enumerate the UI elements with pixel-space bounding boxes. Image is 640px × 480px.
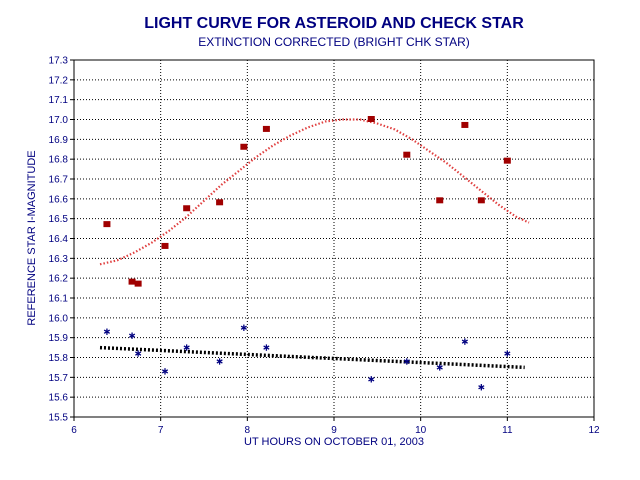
asteroid-point <box>436 197 444 204</box>
y-axis-label: REFERENCE STAR I-MAGNITUDE <box>26 150 38 325</box>
y-tick-label: 17.0 <box>49 115 69 126</box>
x-tick-label: 8 <box>245 425 251 436</box>
y-tick-label: 16.6 <box>49 194 69 205</box>
y-tick-label: 15.9 <box>49 333 69 344</box>
y-tick-label: 17.2 <box>49 75 69 86</box>
check-star-point <box>504 350 511 357</box>
data-marks <box>103 116 511 391</box>
y-tick-label: 16.1 <box>49 294 69 305</box>
y-axis-ticks: 15.5 15.6 15.7 15.8 15.9 16.0 16.1 16.2 16.3 16.4… <box>49 56 74 424</box>
y-tick-label: 15.8 <box>49 353 69 364</box>
y-tick-label: 16.2 <box>49 274 69 285</box>
y-tick-label: 15.5 <box>49 413 69 424</box>
asteroid-point <box>503 157 511 164</box>
check-star-point <box>216 358 223 365</box>
check-star-point <box>368 376 375 383</box>
y-tick-label: 17.3 <box>49 56 69 67</box>
check-star-point <box>128 332 136 339</box>
y-tick-label: 15.6 <box>49 393 69 404</box>
asteroid-point <box>103 221 111 228</box>
y-tick-label: 16.9 <box>49 135 69 146</box>
y-tick-label: 15.7 <box>49 373 69 384</box>
y-tick-label: 16.7 <box>49 175 69 186</box>
x-tick-label: 10 <box>415 425 427 436</box>
y-tick-label: 16.5 <box>49 214 69 225</box>
asteroid-point <box>367 116 375 122</box>
x-tick-label: 11 <box>502 425 513 436</box>
check-star-point <box>263 344 270 351</box>
asteroid-point <box>240 143 248 150</box>
check-star-point <box>161 368 169 375</box>
grid <box>73 59 595 418</box>
asteroid-point <box>161 242 169 249</box>
x-axis-ticks: 6 7 8 9 10 11 12 <box>71 417 600 436</box>
check-star-fit-line <box>99 345 525 370</box>
y-tick-label: 16.0 <box>49 313 69 324</box>
asteroid-point <box>216 199 224 206</box>
asteroid-point <box>262 125 270 132</box>
fit-curves <box>99 118 530 370</box>
x-tick-label: 6 <box>71 425 77 436</box>
y-tick-label: 16.4 <box>49 234 69 245</box>
check-star-point <box>135 350 142 357</box>
y-tick-label: 17.1 <box>49 95 69 106</box>
check-star-point <box>183 344 190 351</box>
asteroid-point <box>403 151 411 158</box>
check-star-point <box>403 358 410 365</box>
check-star-point <box>103 328 111 335</box>
x-tick-label: 9 <box>331 425 337 436</box>
y-tick-label: 16.8 <box>49 155 69 166</box>
asteroid-point <box>477 197 485 204</box>
check-star-point <box>461 338 468 345</box>
asteroid-point <box>461 121 469 128</box>
check-star-point <box>478 384 485 391</box>
y-tick-label: 16.3 <box>49 254 69 265</box>
chart-subtitle: EXTINCTION CORRECTED (BRIGHT CHK STAR) <box>198 35 470 49</box>
check-star-point <box>240 324 247 331</box>
chart-title: LIGHT CURVE FOR ASTEROID AND CHECK STAR <box>144 15 524 32</box>
asteroid-fit-curve <box>99 118 530 266</box>
asteroid-point <box>128 278 136 285</box>
asteroid-point <box>183 205 191 212</box>
x-axis-label: UT HOURS ON OCTOBER 01, 2003 <box>244 436 424 448</box>
x-tick-label: 7 <box>158 425 164 436</box>
asteroid-point <box>134 280 142 287</box>
check-star-point <box>436 364 443 371</box>
x-tick-label: 12 <box>588 425 600 436</box>
